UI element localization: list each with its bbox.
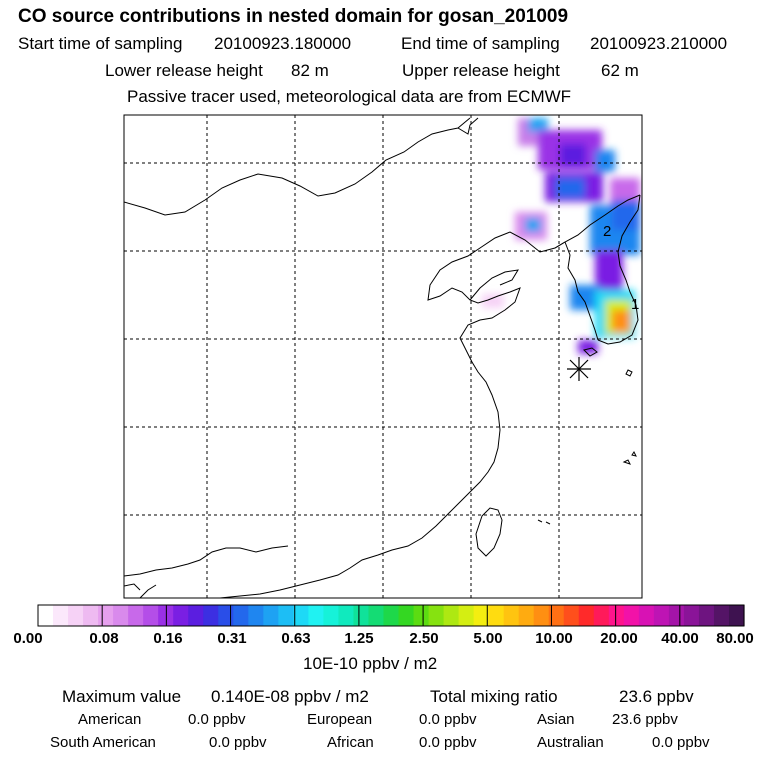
colorbar-cell (609, 605, 625, 626)
colorbar-cell (188, 605, 204, 626)
colorbar-tick: 0.00 (13, 630, 42, 647)
colorbar-tick: 10.00 (535, 630, 573, 647)
colorbar-cell (278, 605, 294, 626)
colorbar-cell (293, 605, 309, 626)
colorbar-cell (399, 605, 415, 626)
colorbar-cell (233, 605, 249, 626)
colorbar-cell (308, 605, 324, 626)
colorbar-cell (504, 605, 520, 626)
colorbar-cell (53, 605, 69, 626)
region-value: 0.0 ppbv (188, 711, 246, 728)
colorbar-cell (429, 605, 445, 626)
colorbar-cell (564, 605, 580, 626)
colorbar-cell (729, 605, 745, 626)
colorbar-cell (489, 605, 505, 626)
colorbar-cell (38, 605, 54, 626)
colorbar-cell (684, 605, 700, 626)
colorbar-cell (353, 605, 369, 626)
colorbar-cell (263, 605, 279, 626)
colorbar (0, 0, 768, 640)
colorbar-unit: 10E-10 ppbv / m2 (303, 654, 437, 674)
colorbar-tick: 1.25 (344, 630, 373, 647)
region-value: 0.0 ppbv (652, 734, 710, 751)
colorbar-cell (128, 605, 144, 626)
region-value: 23.6 ppbv (612, 711, 678, 728)
colorbar-cell (444, 605, 460, 626)
colorbar-cell (624, 605, 640, 626)
colorbar-tick: 5.00 (473, 630, 502, 647)
colorbar-cell (143, 605, 159, 626)
colorbar-cells (38, 605, 745, 626)
region-value: 0.0 ppbv (419, 711, 477, 728)
colorbar-cell (669, 605, 685, 626)
colorbar-cell (639, 605, 655, 626)
colorbar-cell (714, 605, 730, 626)
total-label: Total mixing ratio (430, 687, 558, 707)
region-value: 0.0 ppbv (209, 734, 267, 751)
colorbar-tick: 0.31 (217, 630, 246, 647)
total-value: 23.6 ppbv (619, 687, 694, 707)
colorbar-cell (459, 605, 475, 626)
colorbar-cell (68, 605, 84, 626)
colorbar-tick: 2.50 (409, 630, 438, 647)
colorbar-cell (368, 605, 384, 626)
colorbar-cell (113, 605, 129, 626)
region-name: Australian (537, 734, 604, 751)
colorbar-tick: 0.63 (281, 630, 310, 647)
colorbar-cell (579, 605, 595, 626)
colorbar-cell (699, 605, 715, 626)
region-name: American (78, 711, 141, 728)
max-label: Maximum value (62, 687, 181, 707)
colorbar-cell (654, 605, 670, 626)
colorbar-cell (323, 605, 339, 626)
region-value: 0.0 ppbv (419, 734, 477, 751)
colorbar-tick: 0.16 (153, 630, 182, 647)
colorbar-cell (83, 605, 99, 626)
colorbar-tick: 20.00 (600, 630, 638, 647)
colorbar-cell (519, 605, 535, 626)
region-name: Asian (537, 711, 575, 728)
region-name: European (307, 711, 372, 728)
colorbar-cell (338, 605, 354, 626)
region-name: African (327, 734, 374, 751)
colorbar-cell (173, 605, 189, 626)
colorbar-cell (594, 605, 610, 626)
colorbar-cell (414, 605, 430, 626)
colorbar-tick: 40.00 (661, 630, 699, 647)
region-name: South American (50, 734, 156, 751)
colorbar-cell (203, 605, 219, 626)
colorbar-tick: 0.08 (89, 630, 118, 647)
colorbar-cell (248, 605, 264, 626)
max-value: 0.140E-08 ppbv / m2 (211, 687, 369, 707)
colorbar-cell (383, 605, 399, 626)
colorbar-tick: 80.00 (716, 630, 754, 647)
colorbar-cell (98, 605, 114, 626)
colorbar-cell (534, 605, 550, 626)
colorbar-cell (218, 605, 234, 626)
